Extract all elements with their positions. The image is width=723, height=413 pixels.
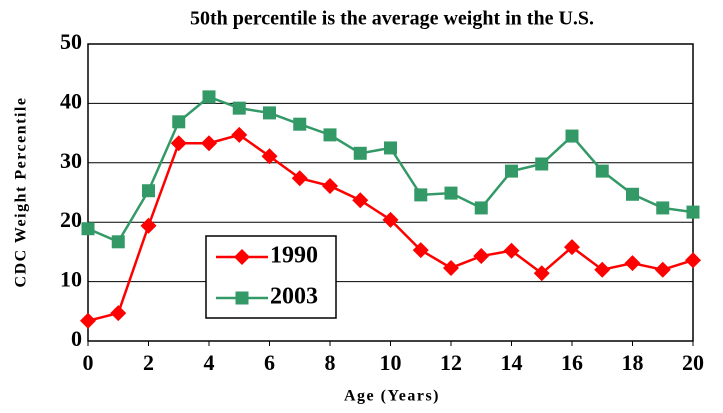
marker [232, 101, 246, 115]
marker [291, 170, 308, 187]
marker [231, 126, 248, 143]
y-tick-label: 10 [60, 267, 82, 292]
x-tick-label: 12 [440, 350, 462, 375]
marker [323, 128, 337, 142]
marker [565, 129, 579, 143]
chart-title: 50th percentile is the average weight in… [190, 8, 594, 30]
marker [322, 177, 338, 194]
y-tick-label: 20 [60, 207, 82, 232]
legend-marker [235, 291, 249, 305]
marker [594, 261, 611, 278]
y-tick-label: 50 [60, 29, 82, 54]
marker [353, 146, 367, 160]
marker [170, 135, 187, 152]
marker [654, 261, 671, 278]
marker [686, 205, 700, 219]
marker [474, 201, 488, 215]
x-tick-label: 6 [264, 350, 275, 375]
marker [172, 115, 186, 129]
x-tick-label: 16 [561, 350, 583, 375]
marker [412, 242, 429, 259]
marker [111, 235, 125, 249]
legend-label: 2003 [270, 284, 318, 310]
x-tick-label: 14 [501, 350, 523, 375]
legend: 1990 2003 [205, 235, 337, 319]
marker [505, 164, 518, 178]
marker [352, 192, 369, 209]
marker [80, 312, 96, 329]
x-tick-label: 8 [325, 350, 336, 375]
y-tick-label: 30 [60, 148, 82, 173]
x-tick-label: 0 [83, 350, 94, 375]
marker [685, 252, 701, 269]
x-tick-label: 18 [622, 350, 644, 375]
marker [564, 239, 580, 256]
y-axis-label: CDC Weight Percentile [13, 97, 30, 288]
marker [202, 90, 216, 104]
marker [293, 117, 307, 131]
marker [142, 184, 155, 198]
marker [384, 141, 397, 155]
marker [444, 186, 458, 200]
marker [263, 106, 276, 120]
marker [656, 201, 670, 215]
marker [535, 157, 549, 171]
marker [110, 305, 127, 322]
plot-frame [87, 43, 694, 342]
marker [382, 211, 399, 228]
marker [503, 242, 520, 259]
marker [443, 259, 459, 276]
marker [533, 265, 550, 282]
y-tick-label: 0 [71, 326, 82, 351]
marker [261, 148, 278, 165]
marker [595, 164, 609, 178]
x-tick-label: 20 [682, 350, 704, 375]
x-tick-label: 4 [204, 350, 215, 375]
marker [414, 188, 428, 202]
legend-label: 1990 [270, 243, 318, 269]
x-tick-label: 2 [143, 350, 154, 375]
marker [626, 187, 639, 201]
marker [140, 217, 157, 234]
marker [624, 255, 641, 272]
legend-marker [234, 249, 250, 265]
y-tick-label: 40 [60, 88, 82, 113]
x-axis-label: Age (Years) [344, 388, 440, 405]
marker [81, 222, 95, 236]
marker [473, 248, 490, 265]
legend-box [205, 235, 337, 319]
x-tick-label: 10 [380, 350, 402, 375]
marker [201, 135, 217, 152]
